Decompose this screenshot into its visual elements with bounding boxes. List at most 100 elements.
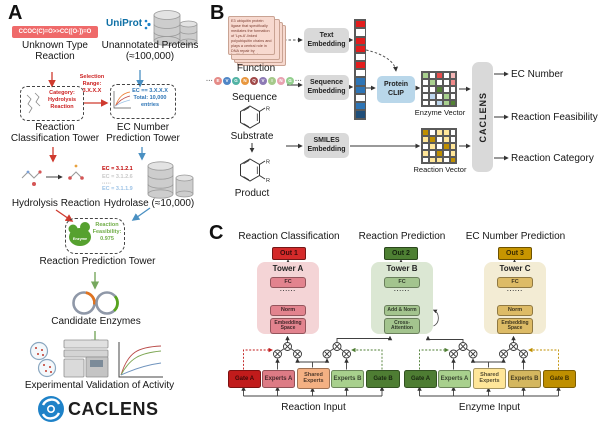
vector-cell — [435, 135, 443, 143]
amino-acid-bead: I — [268, 77, 276, 85]
vector-cell — [428, 72, 436, 79]
tower-a-title: Tower A — [272, 264, 304, 273]
reaction-gate-b: Gate B — [366, 370, 400, 388]
tower-a-dots: ...... — [279, 287, 296, 293]
uniprot-logo: UniProt — [106, 18, 143, 29]
vector-cell — [428, 99, 436, 107]
vector-cell — [449, 72, 457, 79]
caclens-logo-icon — [38, 396, 64, 422]
enzyme-gate-a: Gate A — [404, 370, 437, 388]
reaction-prediction-tower-label: Reaction Prediction Tower — [39, 256, 156, 267]
substrate-molecule-icon: R — [240, 105, 270, 129]
vector-cell — [442, 129, 450, 136]
vector-cell — [428, 92, 436, 100]
enzyme-shared-experts: Shared Experts — [473, 368, 506, 389]
ec-box-line1: EC == 3.X.X.X — [132, 88, 168, 94]
function-card-front: E3 ubiquitin protein ligase that specifi… — [228, 16, 275, 55]
vector-cell — [442, 72, 450, 79]
vector-cell — [449, 135, 457, 143]
vector-cell — [355, 20, 366, 29]
vector-cell — [449, 99, 457, 107]
vector-cell — [442, 99, 450, 107]
reaction-experts-a: Experts A — [262, 370, 295, 388]
ec-box-line3: entries — [140, 102, 160, 109]
activity-plot-icon — [118, 342, 163, 378]
amino-acid-bead: N — [241, 77, 249, 85]
vector-cell — [355, 110, 366, 119]
ec-item-2: EC = 3.1.2.6 — [102, 173, 133, 180]
vector-cell — [449, 156, 457, 164]
hydrolysis-molecules-icon — [21, 164, 84, 186]
vector-cell — [442, 85, 450, 93]
enzyme-input-label: Enzyme Input — [458, 402, 521, 413]
vector-cell — [428, 78, 436, 86]
reaction-shared-experts: Shared Experts — [297, 368, 330, 389]
header-reaction-classification: Reaction Classification — [238, 231, 340, 242]
enzyme-gate-b: Gate B — [543, 370, 576, 388]
reaction-classification-tower-label: Reaction Classification Tower — [10, 122, 100, 145]
ec-box-text: EC == 3.X.X.X Total: 10,000 entries — [128, 88, 172, 109]
vector-cell — [355, 102, 366, 111]
vector-cell — [449, 78, 457, 86]
ec-candidate-list: EC = 3.1.2.1 EC = 3.1.2.6 ····· EC = 3.1… — [102, 166, 133, 194]
feasibility-value: 0.975 — [100, 236, 114, 243]
vector-cell — [442, 92, 450, 100]
hplc-machine-icon — [63, 339, 109, 378]
tower-a-norm: Norm — [270, 305, 306, 316]
enzyme-vector-label: Enzyme Vector — [414, 108, 466, 117]
enzyme-blob-icon: Enzyme — [68, 222, 91, 246]
product-r1-label: R — [266, 160, 270, 166]
text-embedding-box: Text Embedding — [304, 28, 349, 53]
enzyme-experts-b: Experts B — [508, 370, 541, 388]
vector-cell — [449, 92, 457, 100]
product-r2-label: R — [266, 178, 270, 184]
vector-cell — [442, 135, 450, 143]
product-label: Product — [234, 188, 270, 199]
output-reaction-feasibility: Reaction Feasibility — [511, 112, 598, 123]
vector-cell — [422, 72, 429, 79]
ec-number-prediction-tower-label: EC Number Prediction Tower — [106, 122, 180, 145]
vector-cell — [428, 149, 436, 157]
ec-item-dots: ····· — [102, 180, 112, 187]
sequence-label: Sequence — [232, 92, 278, 103]
amino-acid-bead: Q — [250, 77, 258, 85]
database-hydrolase-icon — [147, 161, 194, 199]
caclens-logo-text: CACLENS — [68, 399, 159, 419]
reaction-input-label: Reaction Input — [281, 402, 346, 413]
vector-cell — [355, 36, 366, 45]
out2-box: Out 2 — [384, 247, 418, 260]
vector-cell — [428, 129, 436, 136]
panel-c-label: C — [209, 222, 224, 244]
vector-cell — [422, 92, 429, 100]
tower-c-title: Tower C — [499, 264, 531, 273]
vector-cell — [442, 142, 450, 150]
vector-cell — [442, 78, 450, 86]
protein-clip-box: Protein CLIP — [377, 76, 415, 103]
sequence-embedding-vector — [354, 68, 366, 120]
sequence-ellipsis-left: ··· — [206, 77, 213, 85]
vector-cell — [435, 156, 443, 164]
hydrolysis-reaction-label: Hydrolysis Reaction — [11, 198, 101, 209]
ec-item-1: EC = 3.1.2.1 — [102, 166, 133, 172]
amino-acid-bead: E — [214, 77, 222, 85]
header-reaction-prediction: Reaction Prediction — [358, 231, 446, 242]
vector-cell — [428, 142, 436, 150]
vector-cell — [428, 135, 436, 143]
feasibility-line1: Reaction — [95, 222, 119, 228]
vector-cell — [422, 78, 429, 86]
panel-b-label: B — [210, 2, 225, 24]
vector-cell — [422, 156, 429, 164]
amino-acid-bead: V — [259, 77, 267, 85]
caclens-bar-label: CACLENS — [477, 91, 488, 143]
unannotated-proteins-label: Unannotated Proteins (≈100,000) — [101, 40, 199, 63]
arrow-textvector-to-clip — [365, 49, 399, 72]
vector-cell — [355, 77, 366, 86]
tower-c-norm: Norm — [497, 305, 533, 316]
feasibility-line2: Feasibility: — [92, 229, 122, 236]
substrate-label: Substrate — [230, 131, 274, 142]
tower-a-embedding-space: Embedding Space — [270, 318, 306, 334]
function-label: Function — [236, 63, 276, 74]
reaction-experts-b: Experts B — [331, 370, 364, 388]
